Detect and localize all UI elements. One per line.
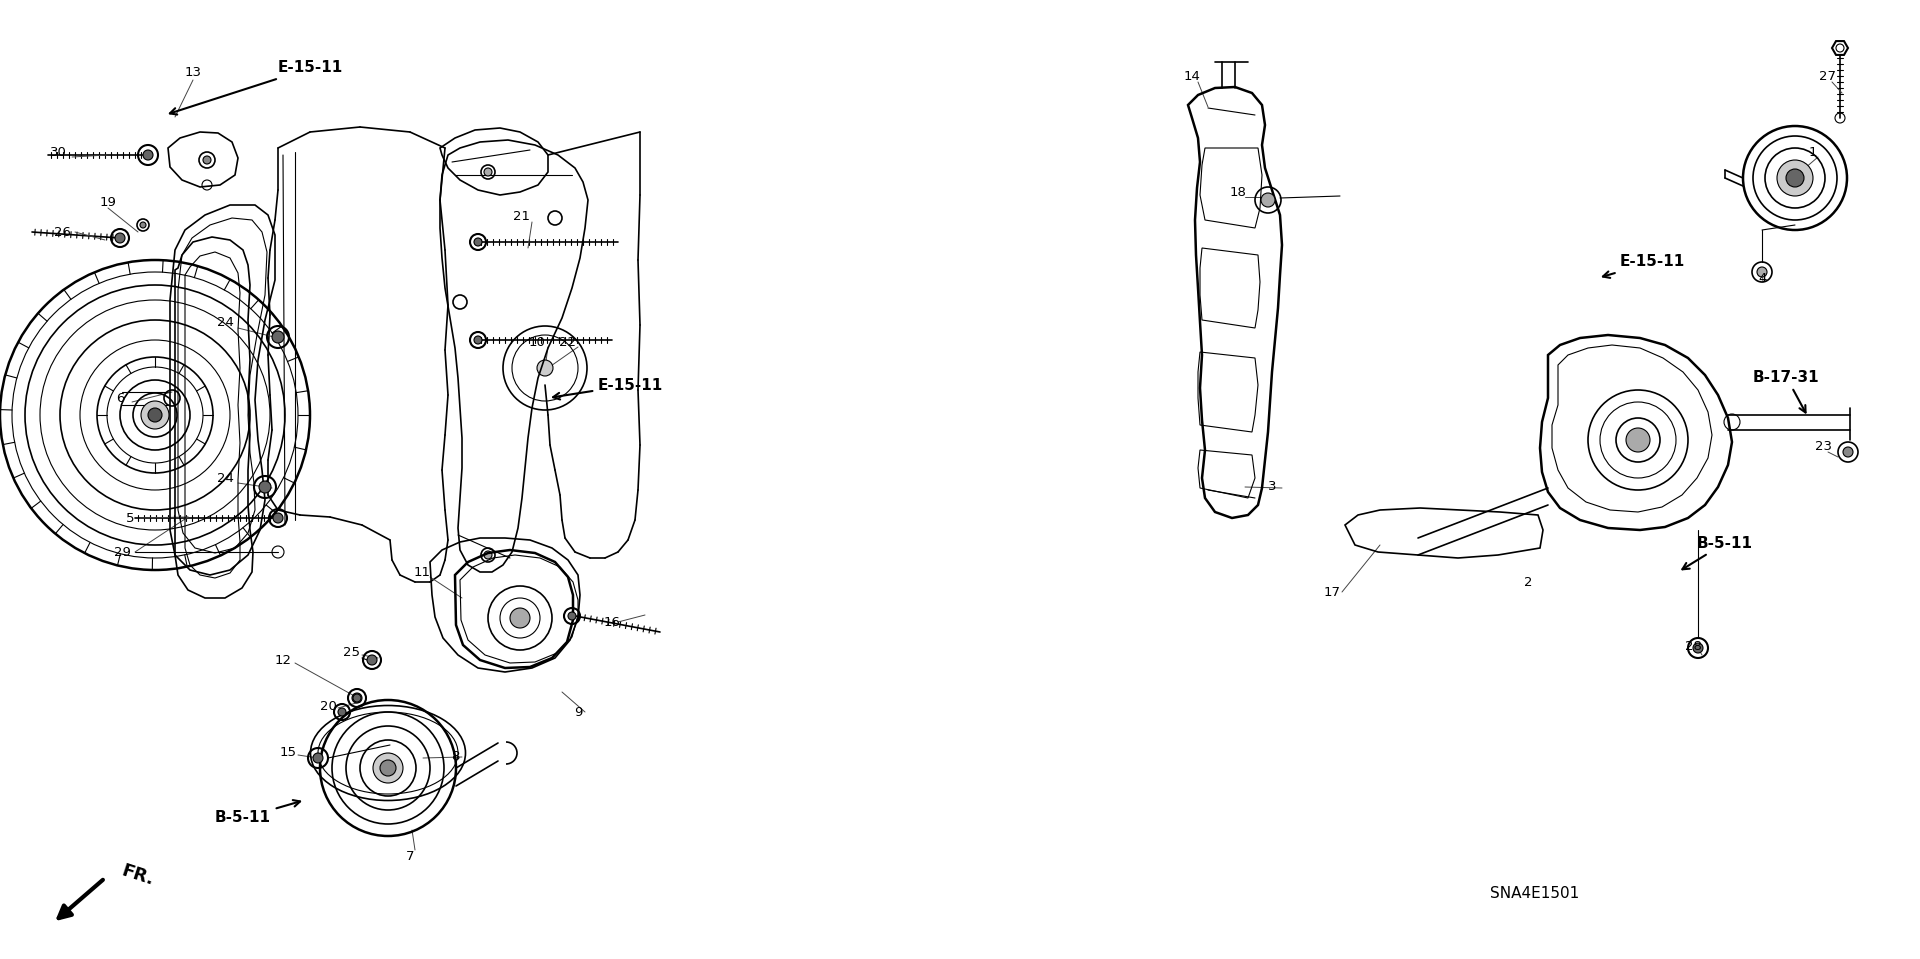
Text: 5: 5 bbox=[125, 511, 134, 525]
Text: E-15-11: E-15-11 bbox=[553, 378, 662, 400]
Circle shape bbox=[474, 336, 482, 344]
Text: 26: 26 bbox=[54, 225, 71, 239]
Circle shape bbox=[474, 238, 482, 246]
Circle shape bbox=[273, 513, 282, 523]
Circle shape bbox=[338, 708, 346, 716]
Text: B-5-11: B-5-11 bbox=[215, 800, 300, 826]
Circle shape bbox=[115, 233, 125, 243]
Text: 29: 29 bbox=[113, 546, 131, 558]
Circle shape bbox=[511, 608, 530, 628]
Circle shape bbox=[1757, 267, 1766, 277]
Circle shape bbox=[484, 551, 492, 559]
Text: 10: 10 bbox=[528, 336, 545, 348]
Text: 9: 9 bbox=[574, 706, 582, 718]
Text: 17: 17 bbox=[1323, 586, 1340, 598]
Circle shape bbox=[140, 222, 146, 228]
Circle shape bbox=[1261, 193, 1275, 207]
Text: FR.: FR. bbox=[119, 861, 156, 889]
Text: SNA4E1501: SNA4E1501 bbox=[1490, 885, 1580, 901]
Circle shape bbox=[538, 360, 553, 376]
Circle shape bbox=[148, 408, 161, 422]
Text: 3: 3 bbox=[1267, 480, 1277, 494]
Circle shape bbox=[273, 331, 284, 343]
Text: 23: 23 bbox=[1814, 440, 1832, 454]
Text: 4: 4 bbox=[1759, 271, 1766, 285]
Circle shape bbox=[140, 401, 169, 429]
Text: E-15-11: E-15-11 bbox=[169, 60, 344, 114]
Text: E-15-11: E-15-11 bbox=[1603, 254, 1686, 278]
Text: 15: 15 bbox=[280, 745, 296, 759]
Circle shape bbox=[1626, 428, 1649, 452]
Text: 8: 8 bbox=[451, 751, 459, 763]
Text: 14: 14 bbox=[1183, 71, 1200, 83]
Text: 24: 24 bbox=[217, 316, 234, 330]
Circle shape bbox=[353, 694, 361, 702]
Text: 16: 16 bbox=[603, 616, 620, 628]
Circle shape bbox=[204, 156, 211, 164]
Text: 27: 27 bbox=[1820, 71, 1837, 83]
Text: 18: 18 bbox=[1229, 185, 1246, 199]
Text: 24: 24 bbox=[217, 472, 234, 484]
Circle shape bbox=[351, 693, 363, 703]
Text: 11: 11 bbox=[413, 566, 430, 578]
Circle shape bbox=[142, 150, 154, 160]
Text: 25: 25 bbox=[344, 645, 361, 659]
Circle shape bbox=[484, 168, 492, 176]
Text: B-17-31: B-17-31 bbox=[1753, 369, 1820, 412]
Text: 20: 20 bbox=[319, 700, 336, 713]
Text: B-5-11: B-5-11 bbox=[1682, 535, 1753, 570]
Circle shape bbox=[367, 655, 376, 665]
Text: 30: 30 bbox=[50, 146, 67, 158]
Circle shape bbox=[1693, 643, 1703, 653]
Text: 28: 28 bbox=[1684, 641, 1701, 653]
Text: 1: 1 bbox=[1809, 146, 1816, 158]
Circle shape bbox=[568, 612, 576, 620]
Circle shape bbox=[1786, 169, 1805, 187]
Circle shape bbox=[313, 753, 323, 763]
Text: 6: 6 bbox=[115, 391, 125, 405]
Circle shape bbox=[380, 760, 396, 776]
Text: 12: 12 bbox=[275, 653, 292, 667]
Text: 2: 2 bbox=[1524, 575, 1532, 589]
Text: 13: 13 bbox=[184, 65, 202, 79]
Circle shape bbox=[1843, 447, 1853, 457]
Text: 21: 21 bbox=[513, 210, 530, 223]
Text: 7: 7 bbox=[405, 851, 415, 863]
Text: 22: 22 bbox=[559, 336, 576, 348]
Text: 19: 19 bbox=[100, 196, 117, 208]
Circle shape bbox=[372, 753, 403, 783]
Circle shape bbox=[1778, 160, 1812, 196]
Circle shape bbox=[259, 481, 271, 493]
